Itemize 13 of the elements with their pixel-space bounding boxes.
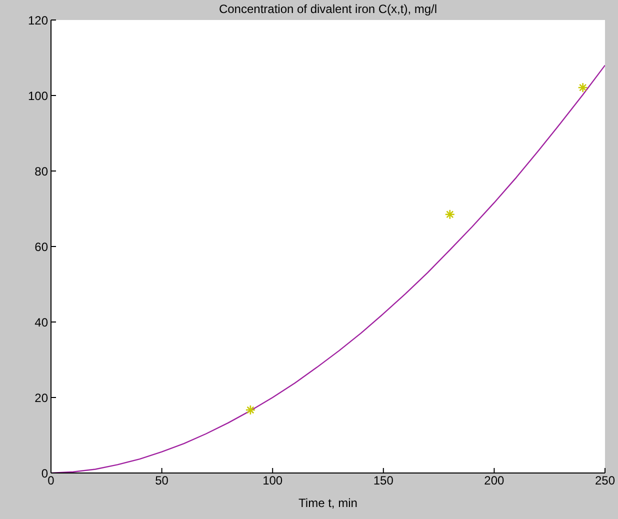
- y-tick-label: 80: [34, 164, 48, 178]
- x-tick-label: 250: [594, 474, 616, 488]
- y-tick-label: 60: [34, 240, 48, 254]
- x-tick-label: 150: [373, 474, 394, 488]
- x-tick-label: 100: [262, 474, 283, 488]
- chart-title: Concentration of divalent iron C(x,t), mg/l: [218, 2, 438, 16]
- y-tick-label: 100: [28, 88, 48, 103]
- x-axis-title: Time t, min: [298, 496, 358, 510]
- y-tick-label: 40: [34, 315, 48, 330]
- x-tick-label: 200: [484, 474, 505, 488]
- y-tick-label: 20: [34, 390, 48, 405]
- x-tick-label: 50: [155, 474, 169, 488]
- y-tick-label: 120: [28, 13, 48, 28]
